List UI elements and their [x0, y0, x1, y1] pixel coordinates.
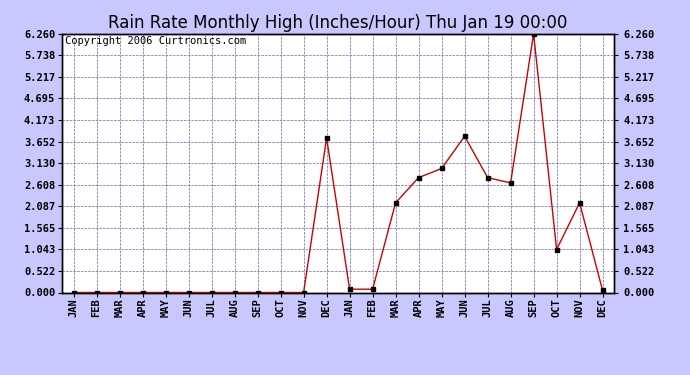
Title: Rain Rate Monthly High (Inches/Hour) Thu Jan 19 00:00: Rain Rate Monthly High (Inches/Hour) Thu… [108, 14, 568, 32]
Text: Copyright 2006 Curtronics.com: Copyright 2006 Curtronics.com [65, 36, 246, 46]
